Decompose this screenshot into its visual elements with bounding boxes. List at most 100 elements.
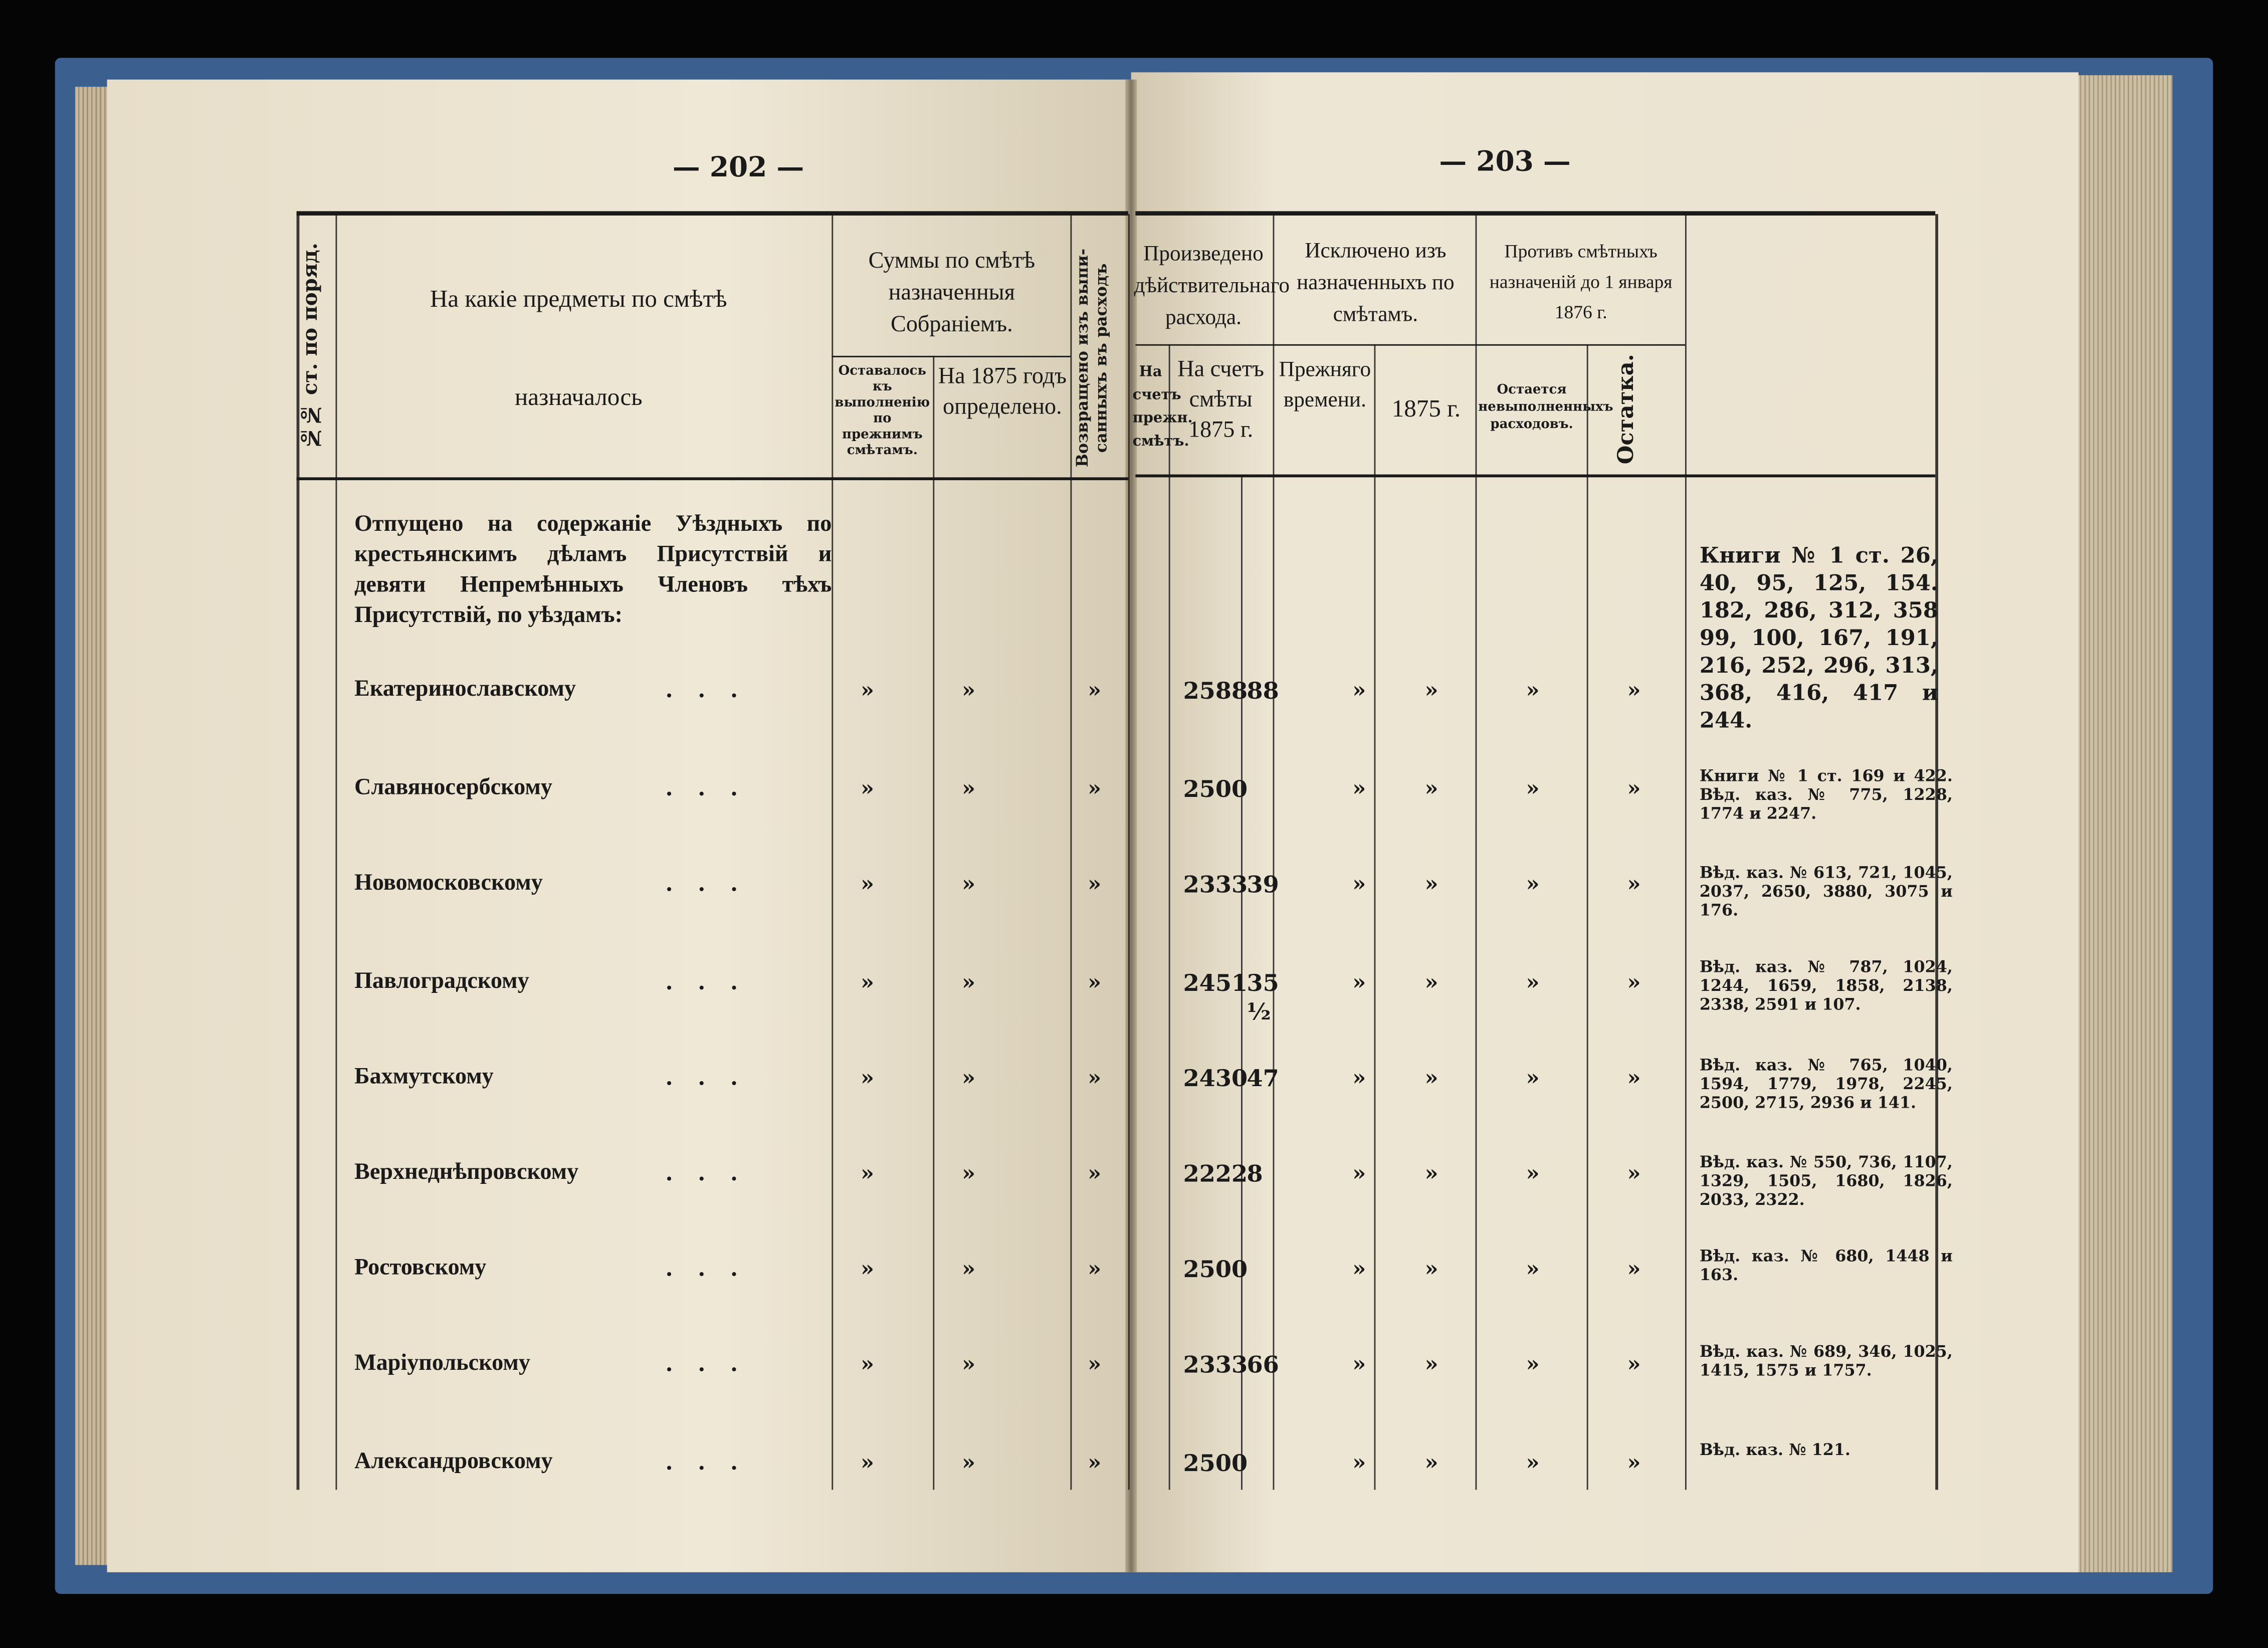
ditto-mark: » [1627,1449,1641,1476]
header-against-group: Противъ смѣтныхъ назначеній до 1 января … [1489,240,1673,323]
ditto-mark: » [1088,871,1102,897]
row-leader: . . . [665,1449,747,1476]
row-name: Екатеринославскому [354,677,576,702]
column-rule [933,355,935,1490]
row-name: Бахмутскому [354,1064,494,1090]
page-number-left: — 202 — [672,152,804,184]
ditto-mark: » [1088,969,1102,995]
ditto-mark: » [861,775,875,801]
ditto-mark: » [1526,871,1540,897]
row-amount-kopecks: 8 [1247,1160,1263,1188]
row-leader: . . . [665,871,747,897]
row-amount-kopecks: 47 [1247,1064,1279,1092]
ditto-mark: » [962,871,976,897]
ditto-mark: » [1424,871,1438,897]
ditto-mark: » [1627,969,1641,995]
row-leader: . . . [665,1255,747,1282]
rule [1135,344,1685,346]
header-excluded-prev: Прежняго времени. [1279,358,1371,413]
ditto-mark: » [1627,1064,1641,1091]
row-amount-rubles: 2500 [1183,775,1248,803]
ditto-mark: » [1424,1351,1438,1377]
ditto-mark: » [1526,969,1540,995]
ditto-mark: » [962,1064,976,1091]
row-reference-note: Вѣд. каз. № 550, 736, 1107, 1329, 1505, … [1699,1152,1953,1209]
row-amount-kopecks: 66 [1247,1351,1279,1379]
row-amount-rubles: 2588 [1183,677,1248,705]
column-rule [1935,214,1938,1490]
intro-text: Отпущено на содержаніе Уѣздныхъ по крест… [354,512,832,628]
row-amount-rubles: 2333 [1183,871,1248,899]
ditto-mark: » [861,1064,875,1091]
right-page [1131,72,2079,1572]
column-rule [296,214,300,1490]
column-rule [1070,214,1072,1490]
ditto-mark: » [1627,1160,1641,1186]
ditto-mark: » [1352,1160,1366,1186]
ditto-mark: » [1088,1064,1102,1091]
ditto-mark: » [1627,677,1641,703]
header-subject-top: На какіе предметы по смѣтѣ [430,285,727,313]
row-name: Верхнеднѣпровскому [354,1160,579,1185]
row-leader: . . . [665,775,747,801]
header-excluded-1875: 1875 г. [1391,394,1461,423]
column-rule [1374,344,1376,1490]
ditto-mark: » [861,1255,875,1282]
ditto-mark: » [962,1449,976,1476]
ditto-mark: » [1526,1351,1540,1377]
header-sums-1875: На 1875 годъ определено. [938,364,1067,420]
row-reference-note: Вѣд. каз. № 680, 1448 и 163. [1699,1247,1953,1285]
header-sums-group: Суммы по смѣтѣ назначенныя Собраніемъ. [868,249,1036,337]
row-leader: . . . [665,677,747,703]
row-leader: . . . [665,1351,747,1377]
row-name: Ростовскому [354,1255,487,1280]
table-top-rule-left [296,211,1128,216]
row-name: Александровскому [354,1449,553,1474]
column-rule [1586,344,1588,1490]
header-subject-bottom: назначалось [514,383,643,411]
column-rule [1475,214,1477,1490]
header-produced-prev: На счетъ прежн. смѣтъ. [1132,364,1193,450]
ditto-mark: » [962,677,976,703]
row-amount-rubles: 2222 [1183,1160,1248,1188]
ditto-mark: » [1526,677,1540,703]
ditto-mark: » [1424,1160,1438,1186]
table-top-rule-right [1135,211,1936,216]
row-reference-note: Вѣд. каз. № 765, 1040, 1594, 1779, 1978,… [1699,1056,1953,1113]
row-name: Новомосковскому [354,871,543,896]
row-reference-note: Вѣд. каз. № 787, 1024, 1244, 1659, 1858,… [1699,957,1953,1014]
row-name: Павлоградскому [354,969,529,994]
column-rule [1128,214,1130,1490]
ditto-mark: » [1088,775,1102,801]
ditto-mark: » [1424,775,1438,801]
ditto-mark: » [1526,1160,1540,1186]
left-page [107,79,1131,1572]
page-number-right: — 203 — [1439,146,1571,178]
ditto-mark: » [1424,677,1438,703]
ditto-mark: » [1352,775,1366,801]
ditto-mark: » [1627,1351,1641,1377]
row-reference-note: Вѣд. каз. № 121. [1699,1440,1850,1460]
row-amount-rubles: 2500 [1183,1255,1248,1283]
ditto-mark: » [861,1160,875,1186]
header-produced-group: Произведено дѣйствительнаго расхода. [1134,243,1290,330]
row-amount-kopecks: 35 ½ [1247,969,1279,1026]
header-bottom-rule-left [296,477,1128,481]
row-leader: . . . [665,1160,747,1186]
ditto-mark: » [861,871,875,897]
ditto-mark: » [1424,1255,1438,1282]
row-amount-rubles: 2333 [1183,1351,1248,1379]
ditto-mark: » [861,1351,875,1377]
ditto-mark: » [1526,775,1540,801]
ditto-mark: » [1627,1255,1641,1282]
ditto-mark: » [1088,677,1102,703]
row-leader: . . . [665,969,747,995]
column-rule [1685,214,1687,1490]
ditto-mark: » [962,1351,976,1377]
ditto-mark: » [1352,1449,1366,1476]
row-leader: . . . [665,1064,747,1091]
row-reference-note: Книги № 1 ст. 26, 40, 95, 125, 154. 182,… [1699,542,1938,734]
row-reference-note: Вѣд. каз. № 613, 721, 1045, 2037, 2650, … [1699,863,1953,920]
header-returned: Возвращено изъ выпи-санныхъ въ расходъ [1073,249,1111,468]
